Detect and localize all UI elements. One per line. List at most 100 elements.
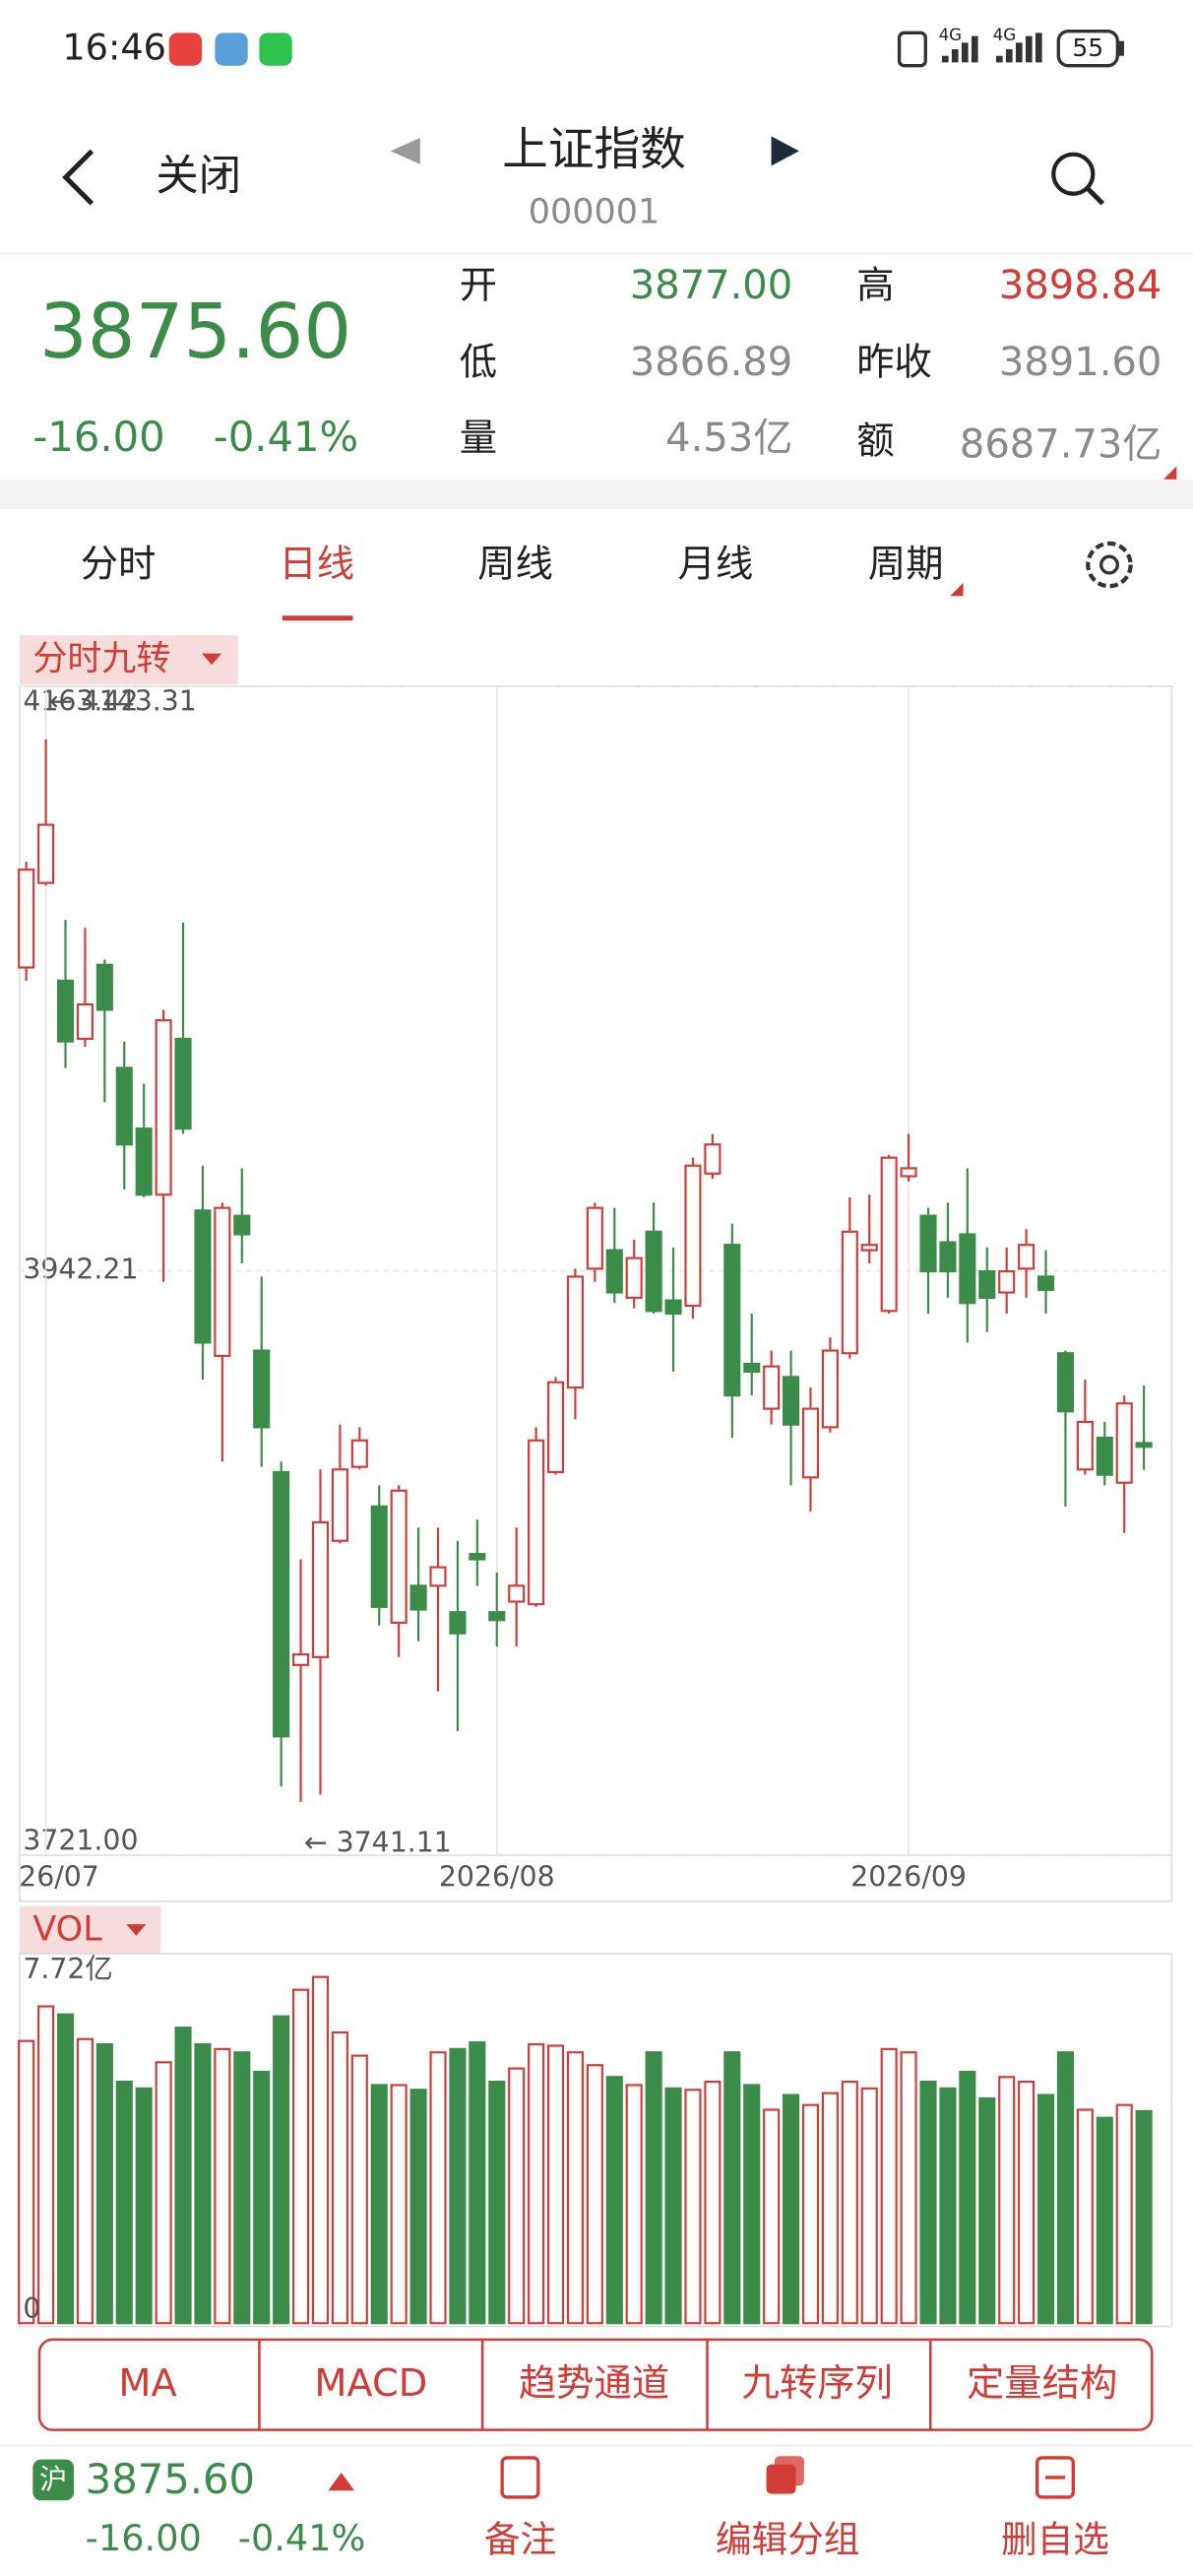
toolbar-button[interactable]: 九转序列 (742, 2361, 893, 2406)
volume-bar (95, 2042, 113, 2325)
prev-button[interactable] (390, 138, 420, 164)
toolbar (37, 2338, 1154, 2431)
candle-body (1018, 1244, 1036, 1270)
network-label: 4G (939, 26, 963, 44)
field-label: 昨收 (856, 341, 932, 385)
bottom-change: -16.00 (86, 2517, 202, 2559)
candle-body (546, 1381, 565, 1474)
battery-level: 55 (1072, 33, 1103, 62)
candle-body (919, 1214, 937, 1273)
volume-bar (233, 2051, 251, 2325)
volume-bar (704, 2081, 722, 2325)
x-tick-label: 26/07 (19, 1860, 99, 1893)
volume-bar (331, 2030, 348, 2325)
candle-body (743, 1362, 761, 1374)
candle-body (311, 1520, 330, 1658)
toolbar-button[interactable]: MACD (314, 2361, 427, 2406)
volume-bar (449, 2047, 467, 2325)
chart-frame (19, 685, 1173, 1902)
volume-bar (586, 2064, 603, 2325)
dropdown-arrow (126, 1924, 147, 1936)
status-time: 16:46 (62, 27, 166, 69)
close-button[interactable]: 关闭 (156, 152, 241, 201)
candle-body (959, 1233, 976, 1305)
field-value: 8687.73亿 (960, 422, 1162, 468)
toolbar-button[interactable]: 趋势通道 (519, 2361, 669, 2406)
note-icon[interactable] (500, 2456, 540, 2499)
volume-bar (508, 2067, 526, 2325)
candle-body (469, 1553, 486, 1561)
candle-body (860, 1244, 878, 1252)
tab[interactable]: 周期 (868, 543, 944, 587)
volume-bar (605, 2076, 623, 2325)
next-button[interactable] (771, 136, 799, 166)
volume-bar (115, 2081, 133, 2325)
bottom-change-pct: -0.41% (238, 2517, 366, 2559)
volume-bar (783, 2093, 800, 2325)
tab-active[interactable]: 日线 (279, 543, 354, 587)
volume-bar (1076, 2108, 1094, 2325)
volume-bar (37, 2005, 55, 2325)
volume-tick-label: 7.72亿 (23, 1953, 112, 1985)
app-icon (168, 32, 203, 66)
volume-bar (1056, 2051, 1075, 2325)
volume-bar (1115, 2103, 1133, 2325)
tab[interactable]: 月线 (678, 543, 754, 587)
group-icon[interactable] (766, 2464, 796, 2494)
candle-body (998, 1269, 1016, 1294)
tab[interactable]: 周线 (477, 543, 553, 587)
tab[interactable]: 分时 (81, 543, 157, 587)
search-handle (1086, 186, 1105, 206)
toolbar-dividers (258, 2339, 932, 2430)
signal-icon (941, 35, 978, 63)
low-annotation: ← 3741.11 (304, 1826, 452, 1858)
candle-body (939, 1241, 957, 1273)
y-tick-label: 3721.00 (23, 1825, 138, 1857)
action-label[interactable]: 编辑分组 (716, 2518, 860, 2560)
action-label[interactable]: 备注 (484, 2518, 556, 2560)
quote-change-pct: -0.41% (214, 413, 358, 461)
settings-button[interactable] (1086, 541, 1133, 589)
candle-body (273, 1470, 290, 1738)
candle-body (76, 1002, 94, 1041)
candle-body (135, 1127, 153, 1196)
volume-bar (135, 2087, 153, 2325)
back-button[interactable] (62, 149, 94, 206)
field-value: 3898.84 (999, 263, 1162, 308)
toolbar-button[interactable]: MA (118, 2361, 176, 2406)
volume-bar (959, 2070, 976, 2325)
indicator-selector[interactable] (20, 635, 238, 685)
search-button[interactable] (1051, 152, 1096, 196)
remove-icon[interactable] (1035, 2456, 1075, 2499)
volume-bar (1036, 2093, 1055, 2325)
expand-arrow[interactable] (328, 2472, 355, 2491)
candle-body (645, 1230, 662, 1313)
volume-bar (801, 2103, 820, 2325)
volume-bar (155, 2061, 172, 2325)
volume-bar (18, 2039, 35, 2325)
volume-bar (1096, 2116, 1113, 2325)
volume-bar (253, 2070, 271, 2325)
quote-change: -16.00 (32, 413, 164, 461)
volume-bar (743, 2084, 761, 2325)
y-tick-label: 3942.21 (23, 1253, 138, 1285)
candle-body (292, 1653, 310, 1666)
candle-body (1056, 1352, 1075, 1413)
tab-marker (950, 582, 964, 597)
toolbar-button[interactable]: 定量结构 (967, 2361, 1117, 2406)
page-title: 上证指数 (502, 124, 686, 177)
candle-body (900, 1167, 917, 1178)
quote-price: 3875.60 (39, 289, 351, 376)
candle-body (370, 1505, 388, 1608)
volume-bar (645, 2051, 662, 2325)
divider (0, 2444, 1193, 2447)
action-label[interactable]: 删自选 (1001, 2518, 1109, 2560)
volume-bar (469, 2041, 486, 2325)
field-label: 低 (460, 341, 497, 385)
volume-bar (821, 2092, 839, 2325)
field-label: 高 (856, 263, 894, 307)
x-tick-label: 2026/09 (850, 1860, 967, 1893)
indicator-selector-label: 分时九转 (32, 639, 170, 678)
volume-bar (292, 1988, 310, 2325)
